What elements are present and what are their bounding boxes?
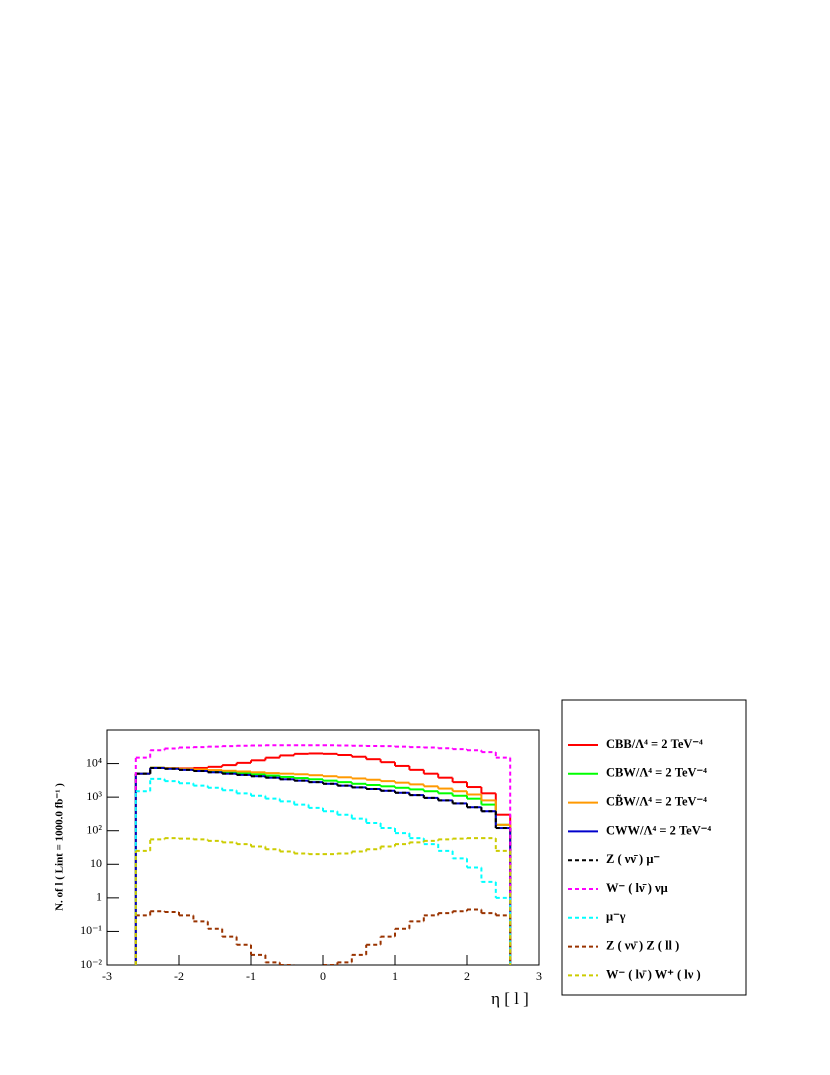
y-tick-label: 10³ [86, 789, 102, 803]
legend-label: W⁻ ( lν̄ ) νμ [606, 881, 668, 895]
y-tick-label: 10⁻¹ [80, 923, 102, 937]
y-tick-label: 10⁻² [80, 957, 102, 971]
legend-label: CBB/Λ⁴ = 2 TeV⁻⁴ [606, 737, 703, 751]
x-tick-label: -2 [174, 969, 184, 983]
histogram-series [134, 766, 512, 965]
x-tick-label: 1 [392, 969, 398, 983]
x-tick-label: 0 [320, 969, 326, 983]
x-tick-label: 3 [536, 969, 542, 983]
histogram-series [134, 777, 512, 965]
y-tick-label: 1 [96, 890, 102, 904]
legend-label: CWW/Λ⁴ = 2 TeV⁻⁴ [606, 823, 711, 837]
histogram-series [134, 744, 512, 965]
legend-label: CB̃W/Λ⁴ = 2 TeV⁻⁴ [606, 794, 707, 808]
x-tick-label: -1 [246, 969, 256, 983]
y-axis-title: N. of l ( Lint = 1000.0 fb⁻¹ ) [54, 783, 66, 911]
legend-label: W⁻ ( lν̄ ) W⁺ ( lν ) [606, 967, 701, 981]
y-tick-label: 10 [90, 856, 102, 870]
y-tick-label: 10⁴ [86, 755, 102, 769]
x-tick-label: -3 [102, 969, 112, 983]
x-tick-label: 2 [464, 969, 470, 983]
plot-frame [106, 729, 540, 966]
x-axis-title: η [ l ] [491, 989, 529, 1008]
y-tick-label: 10² [86, 822, 102, 836]
legend-label: Z ( νν̄ ) Z ( ll ) [606, 938, 679, 952]
legend-label: Z ( νν̄ ) μ⁻ [606, 852, 660, 866]
histogram-series [134, 766, 512, 965]
histogram-series [134, 837, 512, 965]
legend-label: μ⁻γ [606, 910, 626, 924]
plot-area [134, 744, 512, 965]
legend-label: CBW/Λ⁴ = 2 TeV⁻⁴ [606, 766, 707, 780]
histogram-series [134, 766, 512, 965]
histogram-series [134, 766, 512, 965]
